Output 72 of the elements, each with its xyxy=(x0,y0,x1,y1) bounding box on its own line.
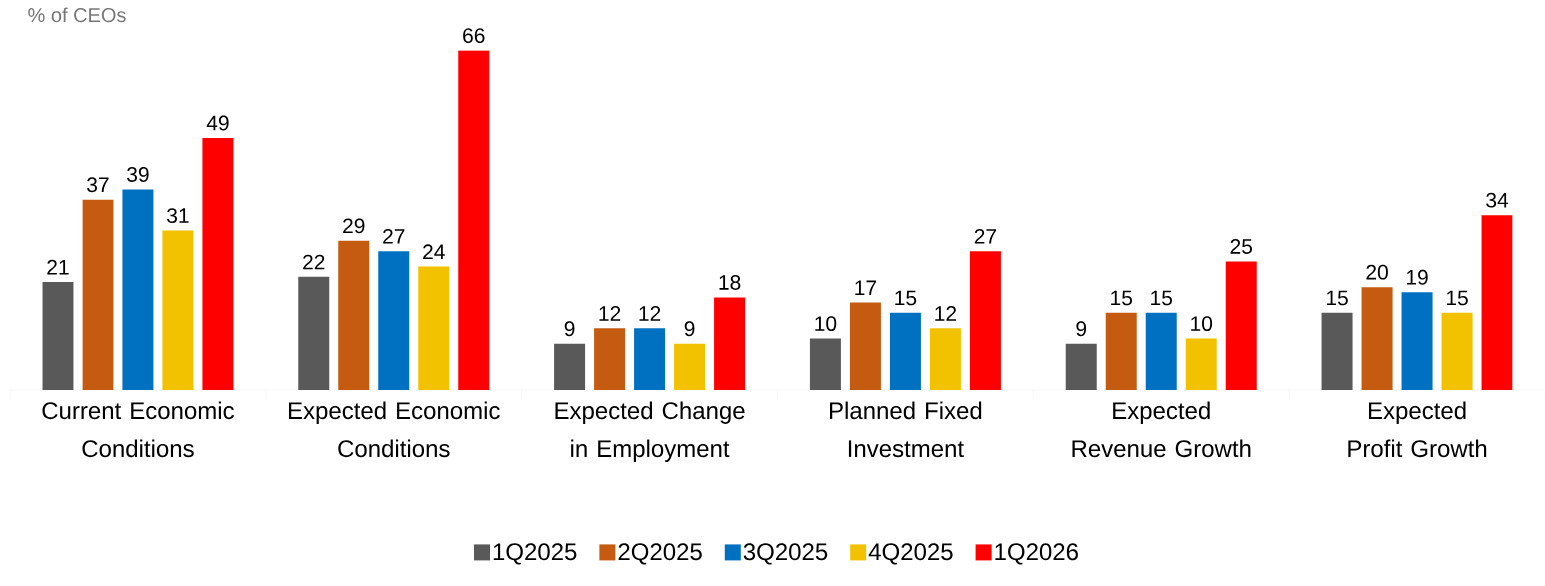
bar xyxy=(929,328,961,390)
y-axis-title: % of CEOs xyxy=(28,7,126,23)
data-label: 22 xyxy=(303,254,325,270)
data-label: 34 xyxy=(1486,192,1509,208)
data-label: 31 xyxy=(167,208,189,224)
data-label: 15 xyxy=(1111,290,1133,306)
data-label: 19 xyxy=(1406,269,1428,285)
bar xyxy=(714,297,746,390)
data-label: 9 xyxy=(564,321,575,337)
data-label: 10 xyxy=(815,316,837,332)
bar xyxy=(1401,292,1433,390)
data-label: 21 xyxy=(47,259,69,275)
x-tick-label: Planned Fixed Investment xyxy=(830,401,982,458)
bar xyxy=(674,343,706,390)
bar xyxy=(1105,312,1137,390)
bar xyxy=(458,50,490,390)
data-label: 15 xyxy=(1151,290,1173,306)
data-label: 39 xyxy=(127,167,149,182)
data-label: 12 xyxy=(935,306,957,321)
bar xyxy=(162,230,194,390)
data-label: 15 xyxy=(895,290,917,306)
bar xyxy=(298,276,330,390)
data-label: 24 xyxy=(423,244,445,260)
bar xyxy=(809,338,841,390)
bar xyxy=(202,137,234,390)
bar xyxy=(1065,343,1097,390)
data-label: 12 xyxy=(639,306,661,321)
bar xyxy=(1321,312,1353,390)
bar xyxy=(594,328,626,390)
data-label: 20 xyxy=(1366,264,1388,280)
bar xyxy=(889,312,921,390)
bar xyxy=(338,240,370,390)
data-label: 66 xyxy=(463,28,485,44)
x-tick-label: Current Economic Conditions xyxy=(42,401,234,458)
data-label: 29 xyxy=(343,218,365,234)
legend-label: 2Q2025 xyxy=(618,543,702,565)
bar xyxy=(554,343,586,390)
bar xyxy=(1441,312,1473,390)
legend-label: 1Q2026 xyxy=(995,543,1078,565)
data-label: 49 xyxy=(206,115,229,131)
bar xyxy=(1185,338,1217,390)
x-tick-label: Expected Revenue Growth xyxy=(1072,401,1251,458)
data-label: 17 xyxy=(855,280,877,296)
data-label: 15 xyxy=(1446,290,1468,306)
data-label: 27 xyxy=(383,228,405,244)
x-tick-label: Expected Change in Employment xyxy=(555,401,745,462)
x-tick-label: Expected Economic Conditions xyxy=(289,401,500,458)
bar xyxy=(122,189,154,390)
data-label: 9 xyxy=(684,321,695,337)
bar xyxy=(1145,312,1177,390)
bar xyxy=(634,328,666,390)
data-label: 37 xyxy=(87,177,109,193)
bar xyxy=(42,281,74,390)
x-tick-label: Expected Profit Growth xyxy=(1348,401,1487,458)
bar xyxy=(418,266,450,390)
data-label: 25 xyxy=(1230,239,1253,254)
data-label: 12 xyxy=(599,306,621,321)
data-label: 10 xyxy=(1191,316,1213,332)
bar xyxy=(378,251,410,390)
data-label: 15 xyxy=(1326,290,1348,306)
legend-label: 3Q2025 xyxy=(743,543,828,565)
bar xyxy=(969,251,1001,390)
legend-label: 4Q2025 xyxy=(868,543,953,565)
legend-label: 1Q2025 xyxy=(493,543,577,565)
data-label: 18 xyxy=(719,275,741,290)
data-label: 9 xyxy=(1076,321,1087,337)
bar xyxy=(1361,287,1393,390)
bar xyxy=(1481,215,1513,390)
bar xyxy=(849,302,881,390)
bar xyxy=(1225,261,1257,390)
bar xyxy=(82,199,114,390)
data-label: 27 xyxy=(974,228,997,244)
